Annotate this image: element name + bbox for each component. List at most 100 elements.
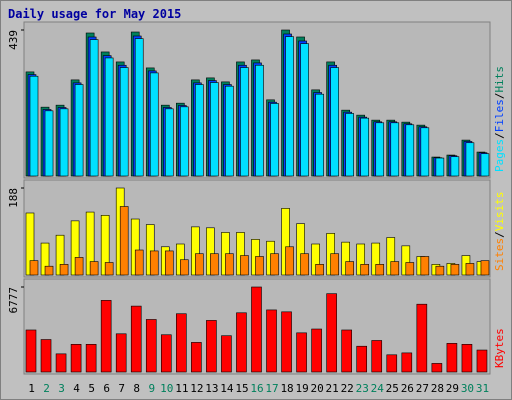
bar [195, 253, 204, 276]
bar [461, 344, 473, 373]
bar [405, 124, 415, 177]
legend-entry: KBytes [493, 328, 506, 368]
x-tick-label: 11 [175, 382, 188, 395]
bar [480, 260, 490, 276]
y-tick-label: 6777 [7, 287, 20, 314]
bar [420, 256, 430, 276]
x-tick-label: 20 [311, 382, 324, 395]
bar [341, 329, 352, 373]
x-tick-label: 5 [88, 382, 95, 395]
bar [255, 64, 264, 177]
bar [431, 363, 443, 373]
bar [300, 253, 309, 276]
bar [285, 36, 294, 177]
x-tick-label: 17 [265, 382, 278, 395]
bar [206, 320, 217, 373]
bar [465, 142, 475, 177]
bar [160, 334, 172, 373]
bar [450, 264, 460, 276]
legend-separator: / [493, 93, 506, 100]
bar [40, 339, 52, 373]
y-tick-label: 188 [7, 188, 20, 208]
bar [59, 108, 69, 177]
bar [236, 312, 247, 373]
legend-separator: / [493, 231, 506, 238]
bar [416, 303, 428, 373]
bar [435, 265, 445, 276]
bar [104, 262, 114, 276]
bar [89, 39, 99, 177]
bar [115, 333, 127, 373]
bar [119, 67, 129, 177]
bar [360, 117, 370, 177]
x-tick-label: 22 [341, 382, 354, 395]
bar [164, 108, 174, 177]
x-tick-label: 29 [446, 382, 459, 395]
x-tick-label: 19 [295, 382, 308, 395]
bar [360, 264, 370, 276]
bar [326, 293, 337, 373]
bar [100, 300, 112, 373]
legend: Pages/Files/Hits [493, 66, 506, 172]
bar [164, 250, 174, 276]
bar [25, 329, 37, 373]
bar [225, 253, 234, 276]
x-tick-label: 30 [461, 382, 474, 395]
bar [225, 85, 234, 177]
x-tick-label: 3 [58, 382, 65, 395]
bar [315, 264, 324, 276]
bar [311, 328, 322, 373]
x-tick-label: 8 [133, 382, 140, 395]
bar [390, 261, 400, 276]
bar [281, 311, 292, 373]
bar [210, 82, 219, 177]
bar [85, 344, 97, 373]
bar [420, 127, 430, 177]
bar [480, 153, 490, 177]
bar [134, 249, 144, 276]
bar [405, 262, 415, 276]
bar [210, 253, 219, 276]
bar [59, 264, 69, 276]
bar [270, 253, 279, 276]
bar [476, 349, 488, 373]
bar [285, 246, 294, 276]
legend-entry: Pages [493, 139, 506, 172]
x-tick-label: 15 [235, 382, 248, 395]
bar [180, 106, 189, 177]
bar [221, 335, 232, 373]
bar [130, 305, 142, 373]
bar [465, 263, 475, 276]
bar [29, 260, 39, 276]
bar [104, 57, 114, 177]
x-tick-label: 28 [431, 382, 444, 395]
legend-separator: / [493, 132, 506, 139]
bar [266, 309, 277, 373]
bar [176, 313, 187, 373]
legend-entry: Hits [493, 66, 506, 93]
bar [29, 75, 39, 177]
x-tick-label: 2 [43, 382, 50, 395]
bar [345, 113, 354, 177]
x-tick-label: 9 [148, 382, 155, 395]
bar [300, 43, 309, 177]
x-tick-label: 7 [118, 382, 125, 395]
x-tick-label: 14 [220, 382, 234, 395]
bar [255, 256, 264, 276]
bar [134, 38, 144, 177]
x-tick-label: 18 [280, 382, 293, 395]
bar [375, 264, 385, 276]
bar [296, 332, 307, 373]
bar [44, 110, 54, 177]
bar [240, 67, 249, 177]
bar [44, 265, 54, 276]
legend: KBytes [493, 328, 506, 368]
bar [55, 353, 67, 373]
legend: Sites/Visits [493, 192, 506, 272]
bar [435, 157, 445, 177]
bar [390, 122, 400, 177]
x-tick-label: 12 [190, 382, 203, 395]
bar [70, 344, 82, 373]
x-tick-label: 27 [416, 382, 429, 395]
x-tick-label: 21 [326, 382, 339, 395]
